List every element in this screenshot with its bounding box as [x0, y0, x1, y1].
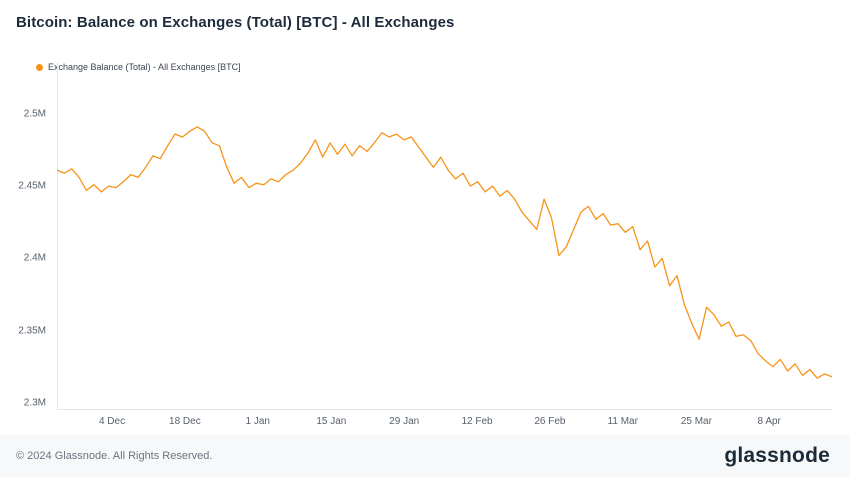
y-tick-label: 2.45M — [18, 180, 46, 192]
glassnode-logo: glassnode — [724, 444, 830, 467]
series-line — [57, 126, 832, 379]
y-tick-label: 2.35M — [18, 325, 46, 337]
footer: © 2024 Glassnode. All Rights Reserved. g… — [0, 434, 850, 478]
plot-frame — [57, 62, 832, 410]
y-axis: 2.5M 2.45M 2.4M 2.35M 2.3M — [0, 85, 50, 410]
x-tick-label: 1 Jan — [245, 416, 270, 427]
line-series-svg — [57, 126, 832, 379]
legend-label: Exchange Balance (Total) - All Exchanges… — [48, 62, 241, 72]
footer-copyright: © 2024 Glassnode. All Rights Reserved. — [16, 450, 213, 462]
x-tick-label: 25 Mar — [680, 416, 712, 427]
x-tick-label: 12 Feb — [461, 416, 493, 427]
plot-area — [57, 85, 832, 410]
x-tick-label: 18 Dec — [169, 416, 201, 427]
y-tick-label: 2.5M — [23, 108, 46, 120]
y-tick-label: 2.3M — [23, 397, 46, 409]
legend-marker-icon — [36, 63, 43, 71]
x-tick-label: 8 Apr — [757, 416, 781, 427]
x-tick-label: 11 Mar — [607, 416, 638, 427]
x-tick-label: 15 Jan — [316, 416, 347, 427]
x-tick-label: 29 Jan — [389, 416, 420, 427]
x-axis: 4 Dec 18 Dec 1 Jan 15 Jan 29 Jan 12 Feb 26 Feb… — [57, 416, 832, 432]
x-tick-label: 26 Feb — [534, 416, 566, 427]
y-tick-label: 2.4M — [23, 252, 46, 264]
x-tick-label: 4 Dec — [98, 416, 126, 427]
page-title: Bitcoin: Balance on Exchanges (Total) [B… — [16, 14, 455, 31]
legend-item-exchange-balance[interactable]: Exchange Balance (Total) - All Exchanges… — [36, 62, 241, 72]
